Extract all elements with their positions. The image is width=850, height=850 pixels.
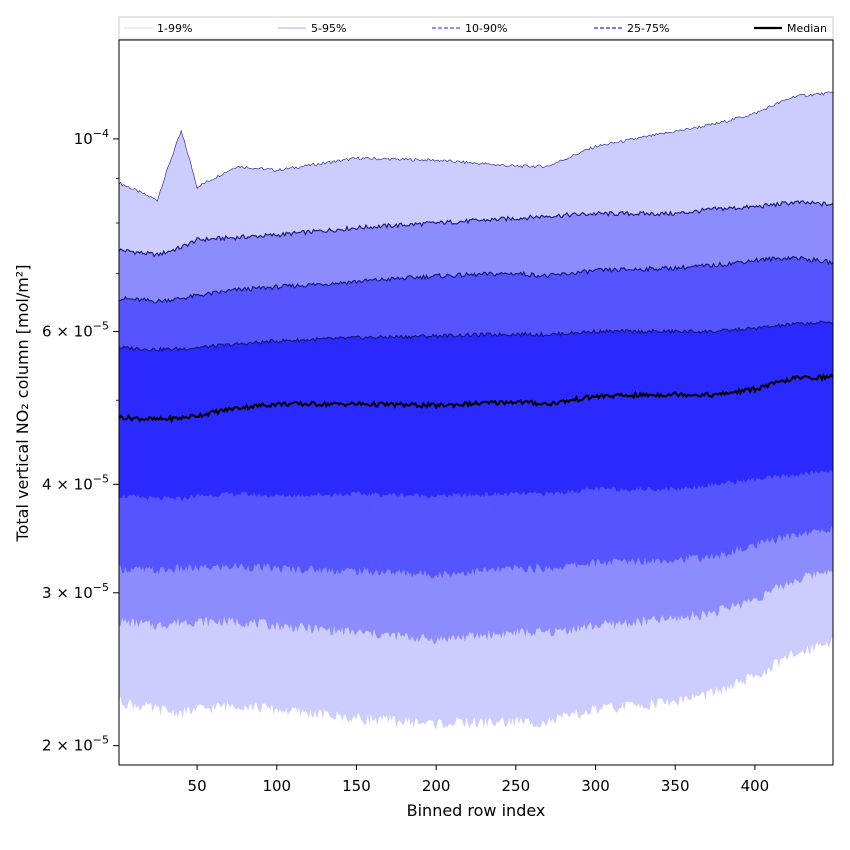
y-tick-exponent: −5 <box>93 472 109 485</box>
y-tick-label: 6 × 10−5 <box>42 319 109 340</box>
x-tick-label: 150 <box>342 777 371 795</box>
median-line <box>119 373 833 424</box>
percentile-band-edges <box>119 91 833 353</box>
y-tick-mantissa: 4 × 10 <box>42 475 93 493</box>
edge-99 <box>119 91 833 202</box>
plot-frame <box>118 39 834 766</box>
y-axis-label: Total vertical NO₂ column [mol/m²] <box>13 265 32 543</box>
y-tick-exponent: −5 <box>93 581 109 594</box>
legend-label: 25-75% <box>627 22 669 35</box>
y-tick-label: 3 × 10−5 <box>42 581 109 602</box>
y-tick-mantissa: 10 <box>74 130 93 148</box>
median-layer <box>119 373 833 424</box>
x-tick-label: 50 <box>188 777 207 795</box>
y-tick-exponent: −5 <box>93 319 109 332</box>
legend-label: Median <box>787 22 827 35</box>
x-tick-label: 200 <box>422 777 451 795</box>
y-axis: 2 × 10−53 × 10−54 × 10−56 × 10−510−4 <box>42 127 119 755</box>
y-tick-label: 10−4 <box>74 127 109 148</box>
y-tick-mantissa: 3 × 10 <box>42 584 93 602</box>
legend-label: 1-99% <box>157 22 192 35</box>
edge-95 <box>119 200 833 258</box>
y-tick-mantissa: 2 × 10 <box>42 737 93 755</box>
edge-90 <box>119 255 833 304</box>
x-tick-label: 300 <box>581 777 610 795</box>
x-tick-label: 250 <box>502 777 531 795</box>
legend-label: 10-90% <box>465 22 507 35</box>
y-tick-exponent: −5 <box>93 734 109 747</box>
x-axis: 50 100 150 200 250 300 350 400 <box>188 765 770 795</box>
x-axis-label: Binned row index <box>407 801 546 820</box>
edge-75 <box>119 320 833 353</box>
band-25-75 <box>119 320 833 501</box>
y-tick-label: 4 × 10−5 <box>42 472 109 493</box>
percentile-bands <box>119 91 833 730</box>
y-tick-exponent: −4 <box>93 127 109 140</box>
legend-box <box>118 16 834 40</box>
y-tick-label: 2 × 10−5 <box>42 734 109 755</box>
legend-label: 5-95% <box>311 22 346 35</box>
x-tick-label: 400 <box>741 777 770 795</box>
x-tick-label: 350 <box>661 777 690 795</box>
x-tick-label: 100 <box>262 777 291 795</box>
y-tick-mantissa: 6 × 10 <box>42 322 93 340</box>
legend: 1-99% 5-95% 10-90% 25-75% Median <box>118 16 834 40</box>
